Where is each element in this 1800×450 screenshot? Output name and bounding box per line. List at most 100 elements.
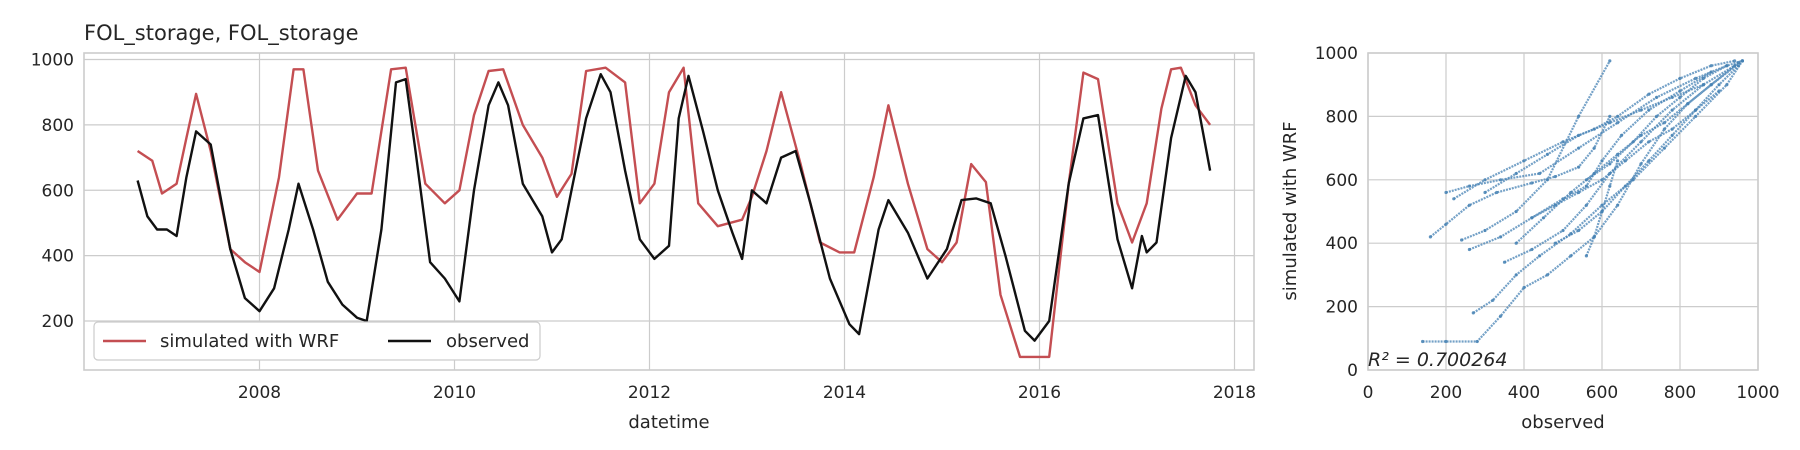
scatter-point [1483, 228, 1487, 233]
scatter-point-trace [1585, 160, 1619, 257]
scatter-point [1616, 114, 1620, 118]
scatter-y-tick-label: 800 [1326, 107, 1358, 127]
scatter-point-trace [1422, 60, 1744, 343]
scatter-point [1491, 298, 1495, 302]
timeseries-title: FOL_storage, FOL_storage [84, 21, 359, 46]
timeseries-y-tick-label: 400 [42, 247, 74, 267]
scatter-point [1592, 235, 1596, 239]
scatter-point-trace [1468, 71, 1712, 251]
scatter-x-tick-label: 0 [1363, 383, 1374, 403]
scatter-point [1538, 254, 1542, 258]
scatter-point [1631, 140, 1635, 144]
scatter-point [1467, 184, 1471, 188]
scatter-point [1467, 247, 1471, 252]
scatter-point [1608, 184, 1612, 188]
scatter-x-tick-label: 200 [1430, 383, 1462, 403]
scatter-point [1421, 339, 1425, 344]
scatter-y-tick-label: 1000 [1315, 44, 1358, 64]
timeseries-y-tick-label: 600 [42, 181, 74, 201]
legend-label-simulated: simulated with WRF [160, 331, 339, 352]
scatter-point [1670, 127, 1674, 131]
scatter-x-ticks: 0 200 400 600 800 1000 [1363, 383, 1780, 403]
scatter-point [1584, 203, 1588, 207]
scatter-point [1662, 127, 1666, 131]
scatter-point [1444, 190, 1448, 195]
scatter-point [1577, 133, 1581, 137]
scatter-point [1530, 181, 1534, 185]
timeseries-x-tick-label: 2016 [1018, 383, 1061, 403]
scatter-point [1725, 64, 1729, 68]
scatter-point [1678, 76, 1682, 80]
scatter-axes-frame [1367, 52, 1759, 371]
scatter-point [1538, 171, 1542, 176]
scatter-points [1421, 59, 1744, 344]
scatter-point-trace [1484, 83, 1704, 194]
scatter-point [1709, 83, 1713, 87]
scatter-point [1514, 209, 1518, 214]
scatter-point [1530, 216, 1534, 220]
scatter-point [1545, 152, 1549, 156]
legend-box [93, 321, 541, 361]
scatter-point [1522, 159, 1526, 163]
scatter-point-trace [1461, 60, 1611, 242]
scatter-point [1709, 64, 1713, 68]
scatter-y-tick-label: 600 [1326, 171, 1358, 191]
scatter-point [1514, 273, 1518, 277]
timeseries-x-tick-label: 2018 [1213, 383, 1256, 403]
scatter-point [1717, 89, 1721, 93]
timeseries-legend: simulated with WRF observed [93, 321, 541, 361]
scatter-point [1444, 222, 1448, 226]
series-line-observed [136, 72, 1212, 342]
scatter-point-trace [1504, 64, 1736, 264]
scatter-x-tick-label: 800 [1664, 383, 1696, 403]
scatter-point [1608, 114, 1612, 118]
legend-label-observed: observed [446, 331, 529, 352]
scatter-x-axis-label: observed [1521, 412, 1604, 433]
scatter-y-tick-label: 400 [1326, 234, 1358, 254]
scatter-point [1600, 209, 1604, 214]
scatter-point [1502, 260, 1507, 264]
scatter-point [1577, 114, 1581, 118]
scatter-point [1701, 83, 1705, 87]
timeseries-x-ticks: 2008 2010 2012 2014 2016 2018 [238, 383, 1256, 403]
scatter-point [1608, 59, 1612, 63]
scatter-point [1545, 273, 1549, 277]
scatter-point [1577, 228, 1581, 233]
scatter-point [1639, 108, 1643, 112]
scatter-point [1600, 178, 1604, 182]
scatter-point [1584, 184, 1588, 188]
scatter-point [1647, 140, 1651, 144]
scatter-point [1662, 121, 1666, 125]
scatter-point [1670, 108, 1674, 112]
scatter-point [1569, 190, 1573, 195]
scatter-point-trace [1554, 64, 1740, 245]
scatter-point [1553, 241, 1557, 245]
scatter-point [1428, 235, 1432, 239]
scatter-point [1452, 197, 1456, 201]
scatter-point [1530, 247, 1534, 252]
timeseries-grid [84, 53, 1254, 370]
scatter-point [1639, 140, 1643, 144]
scatter-point [1592, 146, 1596, 150]
scatter-point [1717, 83, 1721, 87]
scatter-point [1655, 95, 1659, 99]
scatter-point [1623, 159, 1627, 163]
scatter-point [1616, 159, 1620, 163]
scatter-point [1475, 339, 1479, 344]
scatter-point-trace [1585, 59, 1743, 181]
scatter-y-axis-label: simulated with WRF [1280, 121, 1301, 300]
scatter-point [1561, 228, 1565, 233]
scatter-point [1577, 146, 1581, 150]
scatter-point [1499, 314, 1503, 318]
scatter-point [1694, 114, 1698, 118]
scatter-point [1670, 95, 1674, 99]
scatter-point [1725, 83, 1729, 87]
scatter-point [1647, 108, 1651, 112]
timeseries-x-axis-label: datetime [628, 412, 709, 433]
scatter-y-tick-label: 0 [1347, 361, 1358, 381]
scatter-point [1686, 102, 1690, 106]
timeseries-axes-frame [83, 52, 1255, 371]
scatter-point [1541, 216, 1546, 220]
scatter-point [1619, 133, 1624, 137]
